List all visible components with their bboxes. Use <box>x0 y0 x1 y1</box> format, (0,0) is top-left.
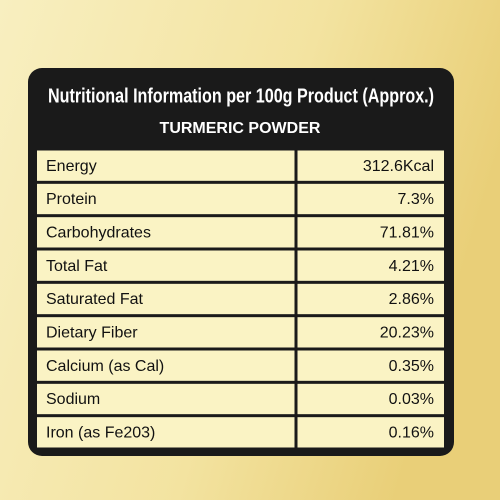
nutrient-name: Energy <box>46 158 97 175</box>
cell <box>297 317 444 348</box>
cell <box>297 183 444 215</box>
nutrient-name: Dietary Fiber <box>46 325 138 342</box>
cell <box>297 150 444 181</box>
nutrient-value: 2.86% <box>389 291 434 308</box>
cell <box>297 283 444 315</box>
nutrient-value: 20.23% <box>380 325 434 342</box>
subtitle: TURMERIC POWDER <box>160 120 321 137</box>
nutrient-value: 0.16% <box>389 425 434 442</box>
nutrient-value: 0.35% <box>389 358 434 375</box>
nutrient-value: 0.03% <box>389 391 434 408</box>
cell <box>37 417 295 448</box>
nutrient-value: 4.21% <box>389 258 434 275</box>
nutrient-name: Saturated Fat <box>46 291 144 308</box>
title: Nutritional Information per 100g Product… <box>48 85 434 107</box>
cell <box>37 383 295 415</box>
nutrient-name: Iron (as Fe203) <box>46 425 155 442</box>
nutrient-value: 71.81% <box>380 225 434 242</box>
cell <box>37 350 295 381</box>
nutrient-name: Sodium <box>46 391 100 408</box>
cell <box>297 383 444 415</box>
cell <box>37 283 295 315</box>
cell <box>37 217 295 248</box>
nutrient-name: Protein <box>46 191 97 208</box>
cell <box>37 250 295 281</box>
cell <box>297 417 444 448</box>
nutrient-name: Total Fat <box>46 258 108 275</box>
table: Energy 312.6Kcal Protein 7.3% Carbohydrates 7… <box>37 150 444 448</box>
cell <box>37 317 295 348</box>
cell <box>37 183 295 215</box>
cell <box>297 350 444 381</box>
nutrient-value: 7.3% <box>398 191 434 208</box>
nutrient-name: Carbohydrates <box>46 225 151 242</box>
nutrient-value: 312.6Kcal <box>363 158 434 175</box>
cell <box>37 150 295 181</box>
nutrient-name: Calcium (as Cal) <box>46 358 164 375</box>
cell <box>297 250 444 281</box>
cell <box>297 217 444 248</box>
